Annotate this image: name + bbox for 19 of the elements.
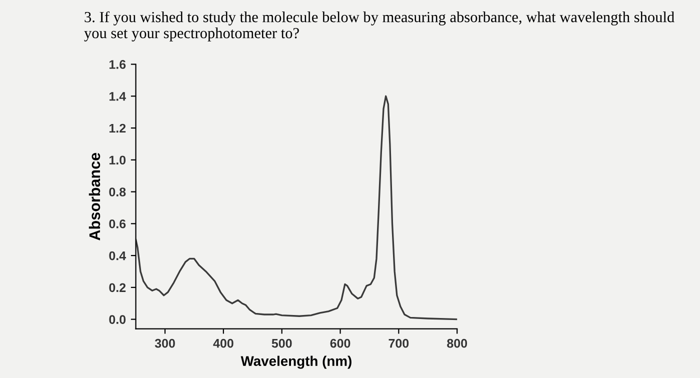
y-axis-title: Absorbance [88, 152, 100, 240]
y-tick-label: 0.8 [109, 188, 126, 196]
x-tick-label: 400 [213, 338, 234, 348]
x-tick-label: 600 [330, 338, 350, 348]
y-tick-label: 0.4 [109, 251, 126, 260]
chart-title: 3. If you wished to study the molecule below by measuring absorbance, what wavelength should you set your spectrophotometer to? [84, 11, 674, 42]
y-tick-label: 0.2 [109, 283, 126, 292]
y-tick-label: 0.0 [109, 315, 126, 324]
y-tick-label: 0.6 [109, 219, 126, 228]
y-tick-label: 1.2 [109, 124, 126, 133]
line-series [136, 95, 458, 320]
x-tick-label: 700 [388, 338, 409, 348]
y-tick-label: 1.0 [109, 156, 126, 165]
x-tick-label: 500 [272, 338, 292, 348]
x-tick-label: 300 [154, 338, 175, 348]
y-tick-label: 1.6 [109, 60, 126, 69]
x-axis-title: Wavelength (nm) [240, 356, 352, 369]
y-tick-label: 1.4 [109, 92, 126, 101]
x-tick-label: 800 [447, 338, 468, 348]
